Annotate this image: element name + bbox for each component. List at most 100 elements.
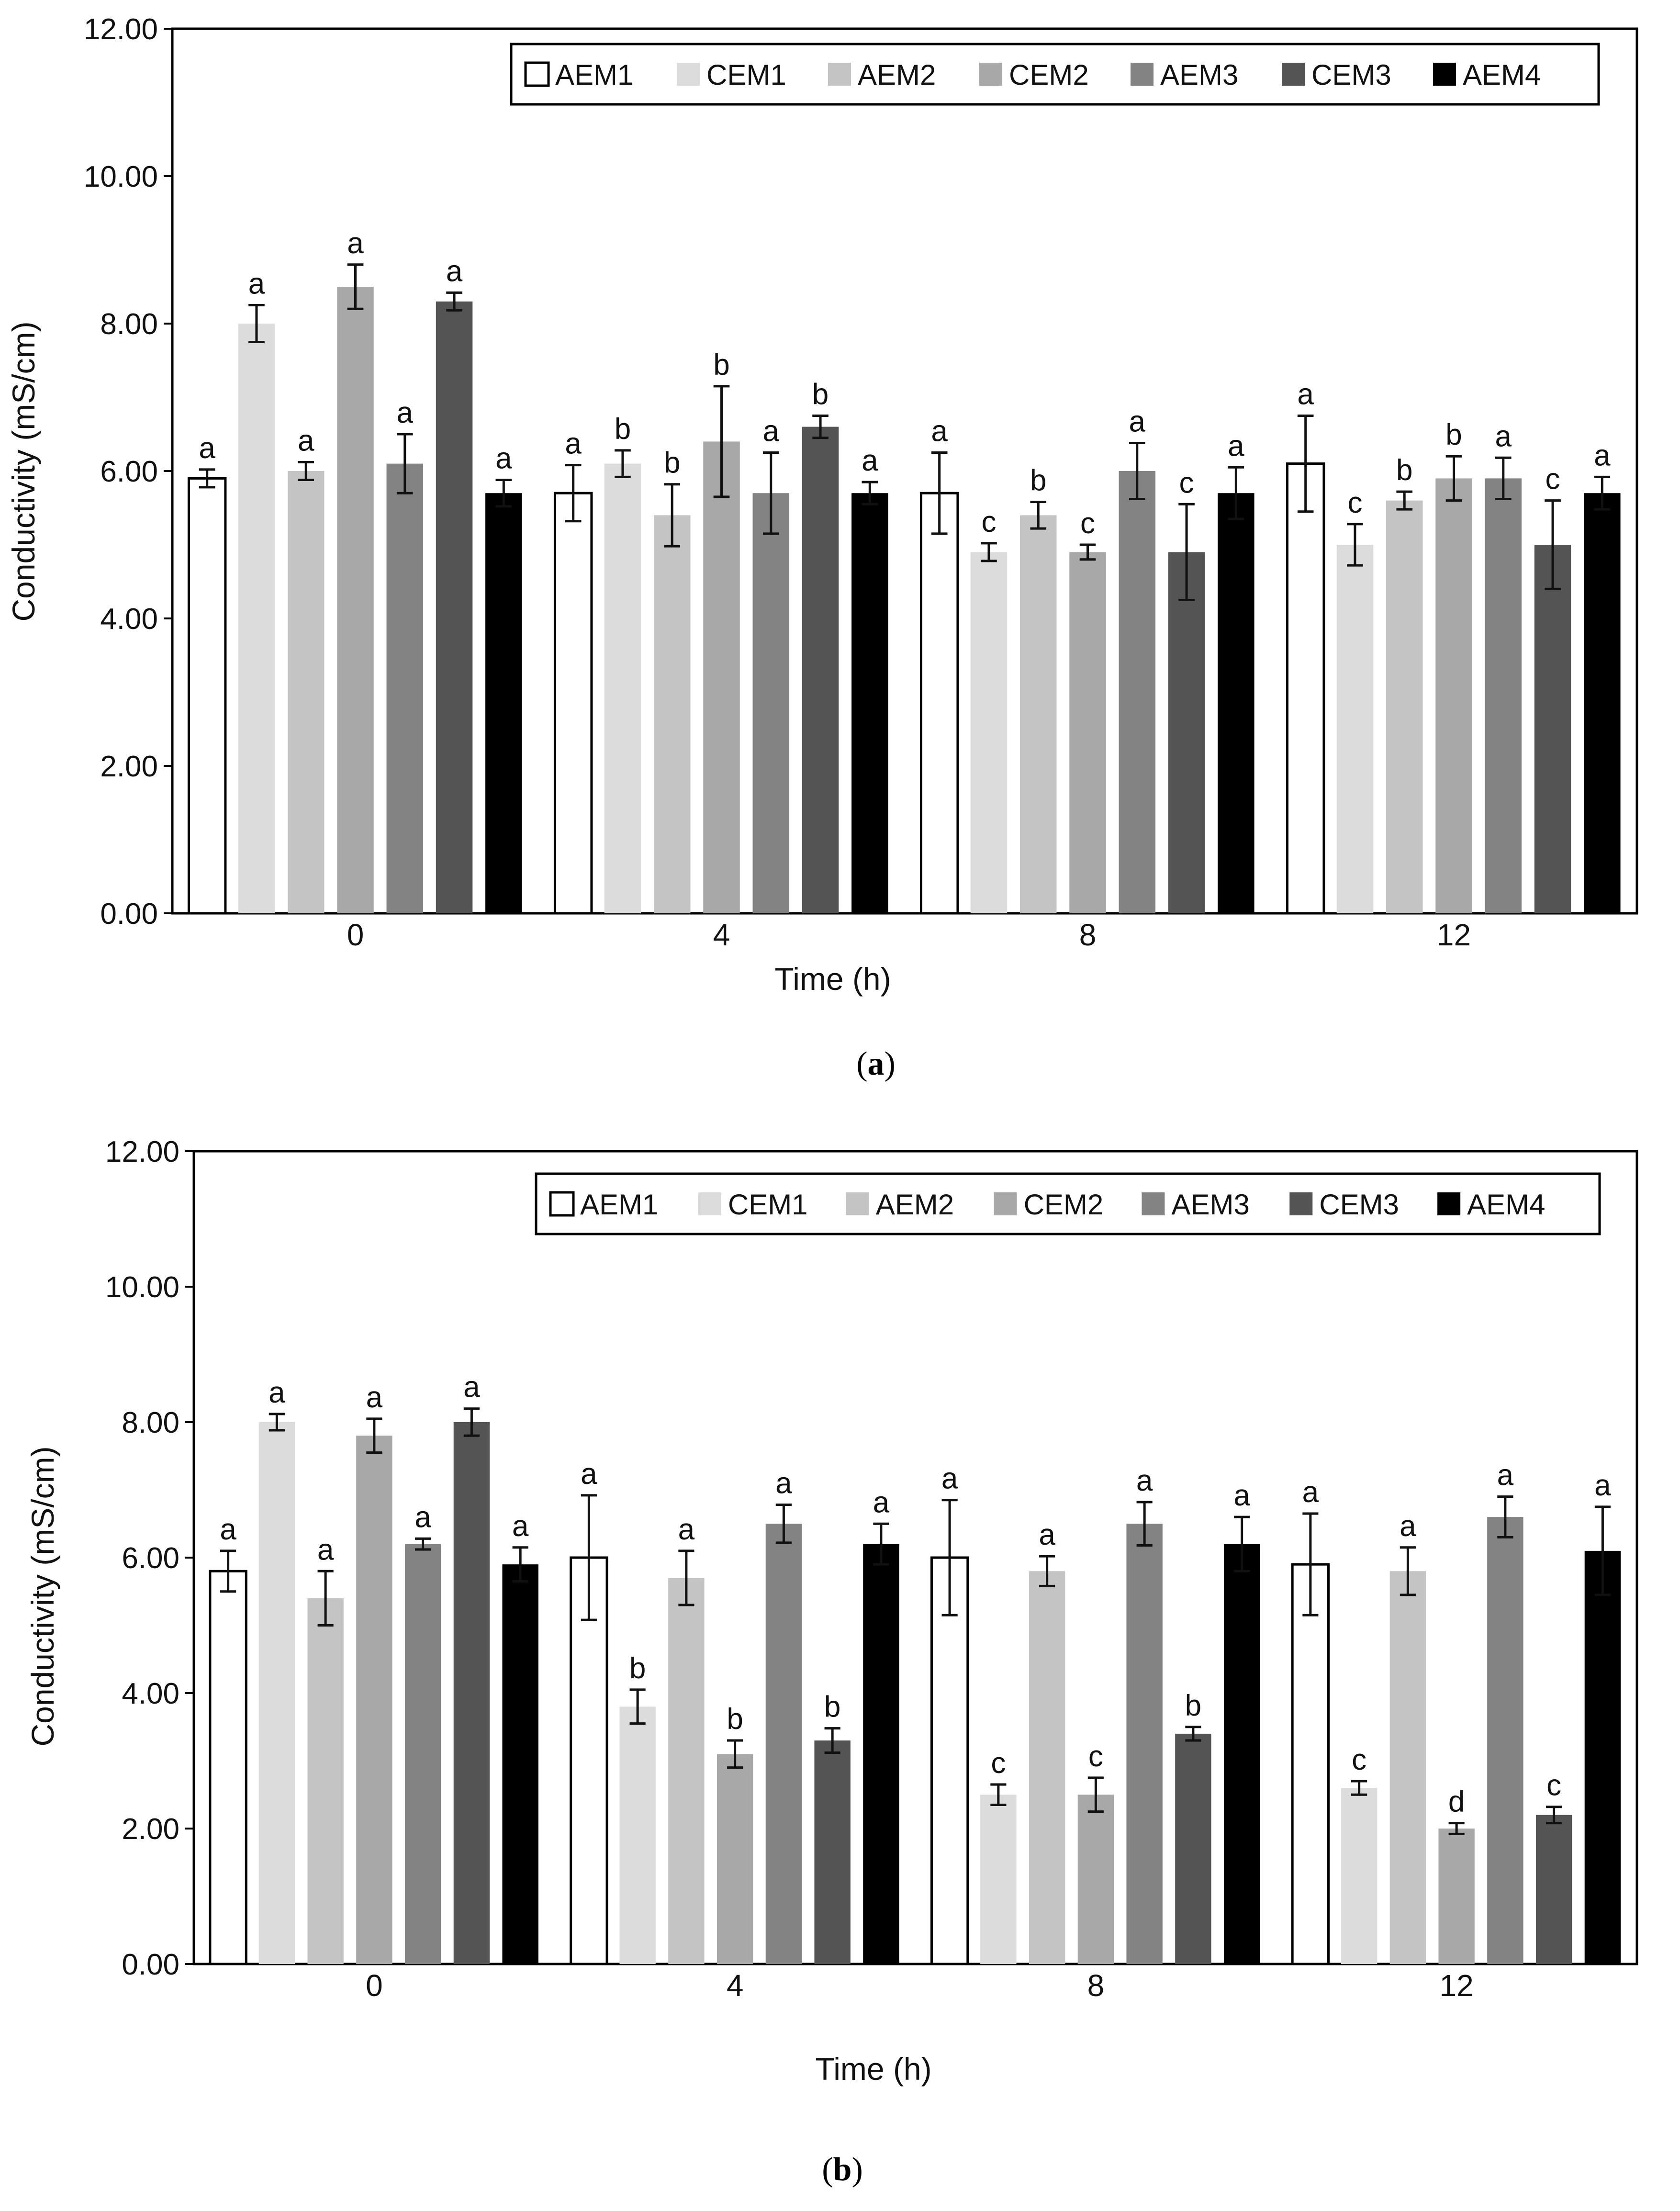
significance-letter: c xyxy=(1088,1740,1103,1773)
panel-caption-letter: b xyxy=(833,2151,852,2188)
legend-label-cem2: CEM2 xyxy=(1009,59,1089,91)
bar-aem2 xyxy=(1389,1571,1426,1964)
legend-label-cem2: CEM2 xyxy=(1024,1189,1104,1221)
bar-cem1 xyxy=(980,1795,1017,1964)
significance-letter: a xyxy=(298,425,314,458)
bar-aem3 xyxy=(1126,1524,1163,1964)
x-axis-title: Time (h) xyxy=(774,961,891,997)
significance-letter: a xyxy=(1400,1510,1416,1543)
legend-label-aem3: AEM3 xyxy=(1171,1189,1249,1221)
bar-aem1 xyxy=(553,492,593,915)
legend-swatch-aem4 xyxy=(1437,1192,1461,1215)
bar-aem3 xyxy=(1487,1517,1523,1964)
significance-letter: a xyxy=(446,255,463,288)
bar-aem1 xyxy=(209,1570,247,1965)
bar-aem1 xyxy=(919,492,959,915)
bar-cem3 xyxy=(1175,1733,1211,1964)
significance-letter: a xyxy=(862,444,878,477)
legend-label-aem1: AEM1 xyxy=(555,59,633,91)
bar-aem4 xyxy=(1584,1550,1621,1964)
bar-aem4 xyxy=(863,1544,899,1964)
y-tick-label: 2.00 xyxy=(100,750,158,783)
significance-letter: b xyxy=(664,447,680,480)
bar-cem2 xyxy=(1069,552,1106,913)
significance-letter: c xyxy=(1179,466,1194,499)
y-tick-label: 2.00 xyxy=(122,1813,179,1846)
x-tick-label: 12 xyxy=(1437,918,1471,952)
significance-letter: b xyxy=(1396,454,1412,487)
legend-label-aem2: AEM2 xyxy=(876,1189,954,1221)
legend-label-aem2: AEM2 xyxy=(858,59,936,91)
significance-letter: c xyxy=(1546,463,1560,496)
legend-swatch-cem2 xyxy=(994,1192,1017,1215)
significance-letter: a xyxy=(1495,420,1512,453)
significance-letter: a xyxy=(199,432,215,465)
significance-letter: a xyxy=(1594,1469,1611,1502)
significance-letter: a xyxy=(317,1533,334,1566)
chart-panel-b: Conductivity (mS/cm) Time (h) (b) 0.00 2.… xyxy=(25,1135,1638,2188)
significance-letter: b xyxy=(727,1703,743,1736)
bar-cem3 xyxy=(814,1740,851,1964)
legend-label-aem3: AEM3 xyxy=(1160,59,1238,91)
significance-letter: b xyxy=(629,1652,646,1685)
panel-caption: (a) xyxy=(856,1045,896,1082)
significance-letter: a xyxy=(1228,429,1244,462)
significance-letter: a xyxy=(581,1458,597,1491)
significance-letter: d xyxy=(1448,1785,1465,1818)
bar-cem1 xyxy=(970,552,1008,913)
bar-aem3 xyxy=(765,1524,802,1964)
legend-label-cem1: CEM1 xyxy=(706,59,786,91)
bar-cem1 xyxy=(619,1706,656,1964)
bar-aem3 xyxy=(1119,471,1156,913)
bar-cem1 xyxy=(1336,545,1374,913)
bar-aem3 xyxy=(1485,478,1522,913)
bar-aem4 xyxy=(851,493,888,913)
y-tick-label: 12.00 xyxy=(84,13,158,46)
significance-letter: c xyxy=(981,505,996,539)
significance-letter: c xyxy=(1546,1769,1561,1802)
significance-letter: b xyxy=(1445,418,1462,451)
bar-cem2 xyxy=(356,1436,392,1964)
legend-label-cem1: CEM1 xyxy=(728,1189,808,1221)
significance-letter: a xyxy=(763,415,780,448)
x-tick-label: 0 xyxy=(366,1968,383,2003)
bar-aem2 xyxy=(1386,500,1423,913)
significance-letter: a xyxy=(1594,439,1611,472)
significance-letter: c xyxy=(1080,507,1095,540)
bar-cem3 xyxy=(436,301,473,913)
significance-letter: a xyxy=(463,1371,480,1404)
bar-cem2 xyxy=(703,441,740,913)
legend-label-cem3: CEM3 xyxy=(1311,59,1391,91)
significance-letter: b xyxy=(615,413,631,446)
bar-cem1 xyxy=(258,1422,295,1964)
bar-cem3 xyxy=(802,426,839,913)
legend-swatch-aem1 xyxy=(549,1191,575,1217)
significance-letter: a xyxy=(1039,1518,1055,1551)
bar-aem3 xyxy=(386,463,424,913)
x-tick-label: 4 xyxy=(727,1968,744,2003)
x-tick-label: 4 xyxy=(713,918,730,952)
chart-panel-a: Conductivity (mS/cm) Time (h) (a) 0.00 2.… xyxy=(6,13,1638,1082)
legend-swatch-cem2 xyxy=(979,63,1002,86)
bar-cem3 xyxy=(1534,545,1571,913)
legend-swatch-aem3 xyxy=(1131,63,1154,86)
significance-letter: a xyxy=(1136,1464,1153,1497)
legend-swatch-cem3 xyxy=(1282,63,1305,86)
bar-aem3 xyxy=(404,1544,441,1964)
y-tick-label: 4.00 xyxy=(122,1677,179,1710)
y-tick-label: 0.00 xyxy=(122,1948,179,1981)
bar-cem2 xyxy=(717,1754,753,1964)
significance-letter: a xyxy=(678,1513,695,1546)
significance-letter: a xyxy=(1497,1459,1514,1492)
bar-cem1 xyxy=(1341,1788,1378,1964)
significance-letter: c xyxy=(1347,486,1362,519)
bar-aem4 xyxy=(1218,493,1254,913)
bar-cem3 xyxy=(453,1422,490,1964)
bar-aem1 xyxy=(930,1556,969,1965)
bar-cem3 xyxy=(1535,1815,1572,1964)
x-tick-label: 8 xyxy=(1087,1968,1105,2003)
legend: AEM1 CEM1 AEM2 CEM2 AEM3 CEM3 AEM4 xyxy=(510,43,1600,106)
panel-caption-letter: a xyxy=(868,1045,885,1082)
bar-cem3 xyxy=(1168,552,1205,913)
